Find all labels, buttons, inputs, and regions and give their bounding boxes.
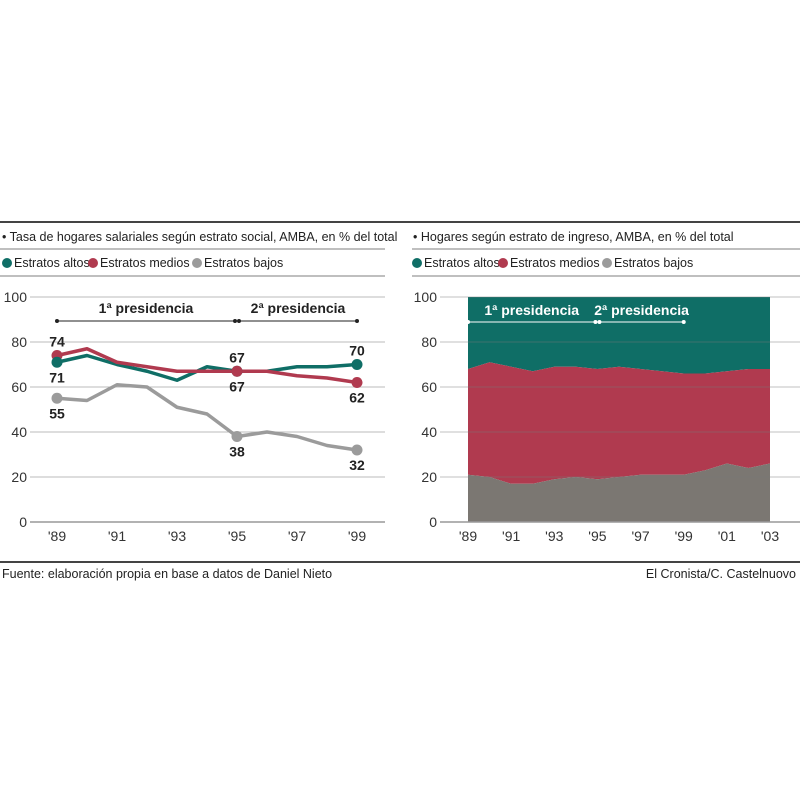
left-data-label-3: 67 — [229, 349, 245, 365]
left-point-4 — [231, 365, 243, 377]
right-legend-marker-2 — [602, 258, 612, 268]
right-x-tick-91: '91 — [502, 528, 520, 544]
left-point-7 — [351, 377, 363, 388]
left-data-label-8: 32 — [349, 457, 365, 473]
left-chart-title: • Tasa de hogares salariales según estra… — [2, 230, 397, 244]
left-x-tick-95: '95 — [228, 528, 246, 544]
right-area-estratos-medios — [468, 362, 770, 484]
right-legend-label-1: Estratos medios — [510, 256, 600, 270]
source-note: Fuente: elaboración propia en base a dat… — [2, 567, 332, 581]
left-point-5 — [231, 431, 243, 442]
right-y-tick-80: 80 — [421, 334, 437, 350]
credit: El Cronista/C. Castelnuovo — [646, 567, 796, 581]
left-point-8 — [351, 444, 363, 456]
left-x-tick-93: '93 — [168, 528, 186, 544]
left-x-tick-89: '89 — [48, 528, 66, 544]
left-annotation-start-0 — [55, 319, 59, 323]
left-data-label-0: 74 — [49, 334, 65, 350]
left-y-tick-0: 0 — [19, 514, 27, 530]
right-annotation-end-0 — [593, 320, 598, 324]
right-y-tick-0: 0 — [429, 514, 437, 530]
right-annotation-label-1: 2ª presidencia — [594, 302, 689, 318]
left-data-label-5: 38 — [229, 444, 245, 460]
right-x-tick-97: '97 — [631, 528, 649, 544]
left-point-2 — [51, 392, 63, 404]
right-legend-marker-1 — [498, 258, 508, 268]
left-series-estratos-bajos — [56, 383, 358, 452]
right-x-tick-03: '03 — [761, 528, 779, 544]
left-x-tick-97: '97 — [288, 528, 306, 544]
right-y-tick-60: 60 — [421, 379, 437, 395]
left-data-label-7: 62 — [349, 390, 365, 406]
left-data-label-1: 71 — [49, 369, 65, 385]
right-y-tick-40: 40 — [421, 424, 437, 440]
left-series-estratos-altos — [56, 353, 358, 382]
right-annotation-start-0 — [466, 320, 470, 324]
left-x-tick-99: '99 — [348, 528, 366, 544]
left-point-1 — [51, 356, 63, 368]
right-x-tick-99: '99 — [675, 528, 693, 544]
left-point-6 — [351, 359, 363, 370]
right-chart-title: • Hogares según estrato de ingreso, AMBA… — [413, 230, 734, 244]
right-x-tick-95: '95 — [588, 528, 606, 544]
left-data-label-2: 55 — [49, 405, 65, 421]
left-annotation-end-1 — [355, 319, 359, 323]
right-legend-label-0: Estratos altos — [424, 256, 500, 270]
left-legend-label-2: Estratos bajos — [204, 256, 283, 270]
left-legend-label-1: Estratos medios — [100, 256, 190, 270]
right-annotation-end-1 — [681, 320, 686, 324]
right-legend-marker-0 — [412, 258, 422, 268]
left-annotation-start-1 — [237, 319, 241, 323]
right-annotation-label-0: 1ª presidencia — [484, 302, 579, 318]
left-legend-marker-0 — [2, 258, 12, 268]
right-y-tick-20: 20 — [421, 469, 437, 485]
left-data-label-4: 67 — [229, 378, 245, 394]
left-annotation-label-0: 1ª presidencia — [99, 300, 194, 316]
left-data-label-6: 70 — [349, 343, 365, 359]
left-legend-marker-2 — [192, 258, 202, 268]
left-y-tick-40: 40 — [11, 424, 27, 440]
left-legend-label-0: Estratos altos — [14, 256, 90, 270]
right-area-estratos-bajos — [468, 463, 770, 522]
left-legend-marker-1 — [88, 258, 98, 268]
right-annotation-start-1 — [597, 320, 602, 324]
left-x-tick-91: '91 — [108, 528, 126, 544]
right-x-tick-89: '89 — [459, 528, 477, 544]
right-x-tick-01: '01 — [718, 528, 736, 544]
left-series-estratos-medios — [56, 347, 358, 385]
right-y-tick-100: 100 — [414, 289, 438, 305]
left-y-tick-100: 100 — [4, 289, 28, 305]
right-area-estratos-altos — [468, 297, 770, 374]
left-y-tick-80: 80 — [11, 334, 27, 350]
left-y-tick-60: 60 — [11, 379, 27, 395]
right-legend-label-2: Estratos bajos — [614, 256, 693, 270]
right-x-tick-93: '93 — [545, 528, 563, 544]
left-y-tick-20: 20 — [11, 469, 27, 485]
left-annotation-label-1: 2ª presidencia — [251, 300, 346, 316]
left-annotation-end-0 — [233, 319, 237, 323]
